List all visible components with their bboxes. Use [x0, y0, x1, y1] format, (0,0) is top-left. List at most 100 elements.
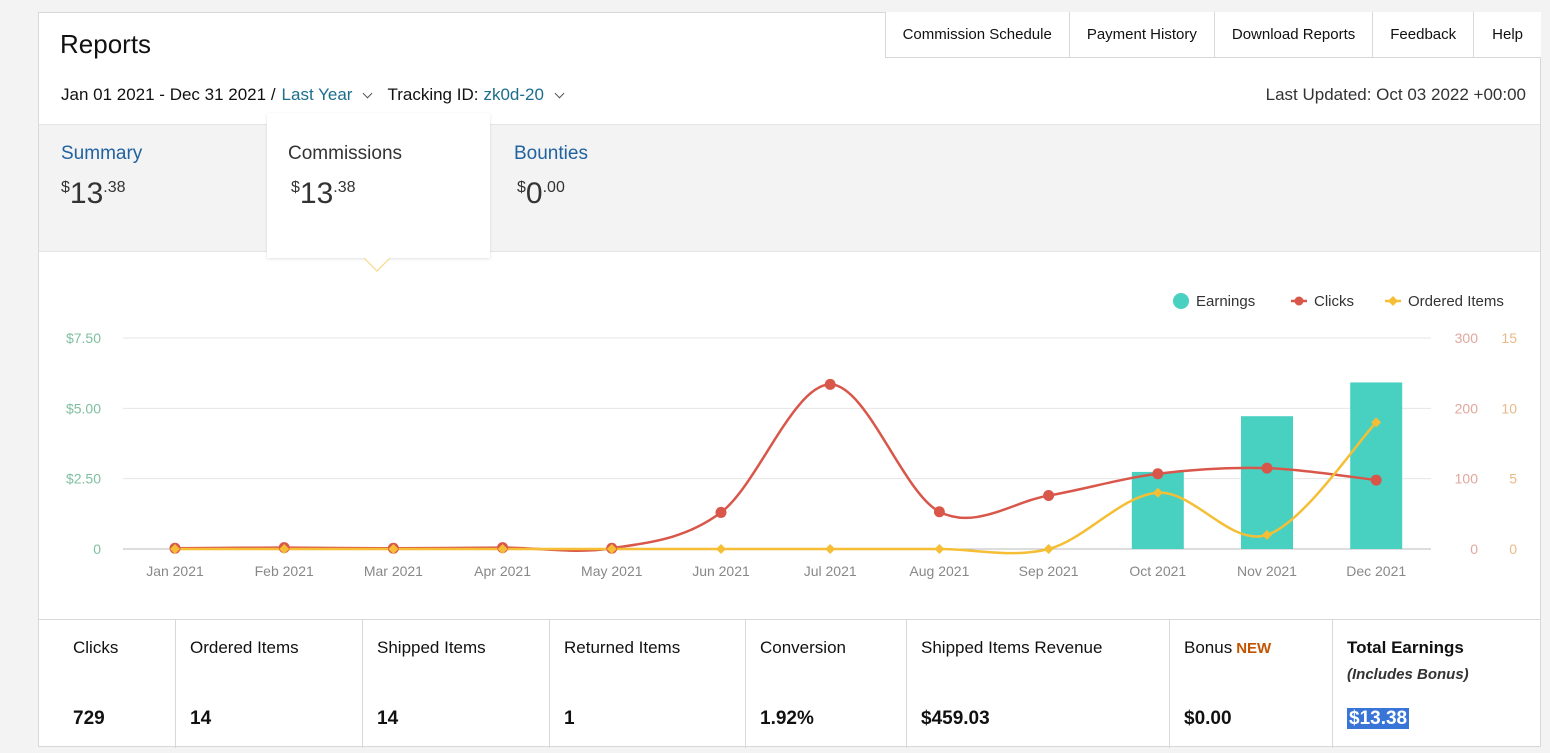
x-tick-label: Nov 2021 [1237, 563, 1297, 579]
tab-feedback[interactable]: Feedback [1373, 12, 1475, 57]
clicks-point [1152, 468, 1164, 480]
tab-commission-schedule[interactable]: Commission Schedule [885, 12, 1070, 57]
date-range: Jan 01 2021 - Dec 31 2021 / [61, 85, 276, 104]
y-tick-ordered: 5 [1509, 471, 1517, 487]
ordered-items-line [175, 421, 1378, 555]
earnings-bar [1131, 471, 1184, 549]
x-tick-label: Mar 2021 [364, 563, 423, 579]
stat-sublabel: (Includes Bonus) [1347, 666, 1469, 683]
stat-value: 14 [190, 708, 212, 729]
tracking-id-dropdown[interactable]: zk0d-20 [483, 85, 544, 104]
x-tick-label: Aug 2021 [909, 563, 969, 579]
ordered-items-point [279, 544, 290, 554]
stat-label: Shipped Items Revenue [921, 638, 1103, 657]
stat-shipped-revenue: Shipped Items Revenue $459.03 [907, 620, 1170, 748]
ordered-items-point [170, 544, 180, 554]
stat-clicks: Clicks 729 [39, 620, 176, 748]
stat-value: 729 [73, 708, 105, 729]
stat-shipped-items: Shipped Items 14 [363, 620, 550, 748]
report-filters: Jan 01 2021 - Dec 31 2021 / Last Year Tr… [61, 85, 573, 105]
stat-label: Returned Items [564, 638, 681, 657]
bounties-label[interactable]: Bounties [514, 143, 588, 164]
date-preset-dropdown[interactable]: Last Year [281, 85, 353, 104]
clicks-point [824, 378, 836, 390]
x-tick-label: Jul 2021 [804, 563, 857, 579]
stat-label: Shipped Items [377, 638, 486, 657]
report-nav: Commission Schedule Payment History Down… [884, 12, 1541, 58]
stat-value: $0.00 [1184, 708, 1232, 729]
earnings-bar [1241, 416, 1293, 549]
stat-value: 1 [564, 708, 575, 729]
commissions-metric[interactable]: Commissions $13.38 [267, 113, 490, 258]
y-tick-ordered: 15 [1501, 330, 1517, 346]
ordered-items-point [825, 544, 836, 554]
legend-clicks: Clicks [1314, 293, 1354, 310]
x-tick-label: Jan 2021 [146, 563, 204, 579]
stat-returned-items: Returned Items 1 [550, 620, 746, 748]
legend-clicks-icon [1294, 296, 1304, 306]
summary-band: Summary $13.38 Commissions $13.38 Bounti… [39, 113, 1540, 258]
y-tick-clicks: 200 [1455, 400, 1479, 416]
total-earnings-value: $13.38 [1347, 708, 1410, 729]
ordered-items-point [1043, 544, 1054, 554]
earnings-bar [1350, 382, 1403, 549]
clicks-point [1043, 490, 1055, 502]
reports-panel: Reports Commission Schedule Payment Hist… [38, 12, 1541, 748]
summary-metric[interactable]: Summary $13.38 [61, 125, 261, 253]
last-updated: Last Updated: Oct 03 2022 +00:00 [1265, 85, 1526, 104]
tab-help[interactable]: Help [1474, 12, 1541, 57]
legend-ordered-items-icon [1388, 296, 1398, 306]
tracking-id-label: Tracking ID: [387, 85, 479, 104]
clicks-line [174, 383, 1377, 552]
stat-label: Ordered Items [190, 638, 299, 657]
bounties-value: $0.00 [517, 177, 565, 210]
clicks-point [1261, 462, 1273, 474]
x-tick-label: Sep 2021 [1019, 563, 1079, 579]
stat-bonus: Bonus NEW $0.00 [1170, 620, 1333, 748]
stat-label: Total Earnings (Includes Bonus) [1347, 638, 1469, 683]
ordered-items-point [716, 544, 726, 554]
stats-bar: Clicks 729 Ordered Items 14 Shipped Item… [39, 619, 1540, 748]
y-tick-earnings: 0 [93, 541, 101, 557]
stat-label: Clicks [73, 638, 119, 657]
y-tick-earnings: $2.50 [66, 471, 101, 487]
y-tick-ordered: 10 [1501, 400, 1517, 416]
y-tick-ordered: 0 [1509, 541, 1517, 557]
ordered-items-point [1262, 529, 1272, 540]
commissions-label: Commissions [288, 143, 403, 164]
new-badge: NEW [1236, 640, 1272, 657]
y-tick-earnings: $7.50 [66, 330, 101, 346]
stat-conversion: Conversion 1.92% [746, 620, 907, 748]
stat-value: $459.03 [921, 708, 990, 729]
clicks-point [933, 506, 945, 518]
stat-value: 1.92% [760, 708, 814, 729]
legend-earnings: Earnings [1196, 293, 1255, 310]
stat-label: Bonus NEW [1184, 638, 1272, 657]
x-tick-label: Apr 2021 [474, 563, 531, 579]
commissions-value: $13.38 [291, 177, 356, 210]
bounties-metric[interactable]: Bounties $0.00 [514, 125, 714, 253]
tab-payment-history[interactable]: Payment History [1069, 12, 1215, 57]
stat-total-earnings: Total Earnings (Includes Bonus) $13.38 [1333, 620, 1540, 748]
earnings-chart: 0 $2.50 $5.00 $7.50 0 100 200 300 0 5 10 15 Jan 2021… [66, 293, 1517, 579]
y-tick-clicks: 100 [1455, 471, 1479, 487]
chevron-down-icon[interactable] [554, 88, 565, 98]
x-tick-label: Jun 2021 [692, 563, 750, 579]
clicks-point [1370, 474, 1382, 486]
chevron-down-icon[interactable] [363, 88, 373, 98]
x-tick-label: Oct 2021 [1129, 563, 1186, 579]
x-tick-label: Dec 2021 [1346, 563, 1406, 579]
ordered-items-point [388, 544, 399, 554]
active-tab-caret-icon [363, 257, 391, 272]
ordered-items-point [497, 544, 508, 554]
summary-label[interactable]: Summary [61, 143, 143, 164]
y-tick-clicks: 300 [1455, 330, 1479, 346]
y-tick-earnings: $5.00 [66, 400, 101, 416]
legend-ordered-items: Ordered Items [1408, 293, 1504, 310]
clicks-point [715, 506, 727, 518]
tab-download-reports[interactable]: Download Reports [1214, 12, 1374, 57]
stat-value: $13.38 [1347, 708, 1410, 730]
ordered-items-point [1152, 487, 1163, 498]
page-title: Reports [60, 29, 152, 59]
ordered-items-point [606, 544, 617, 554]
